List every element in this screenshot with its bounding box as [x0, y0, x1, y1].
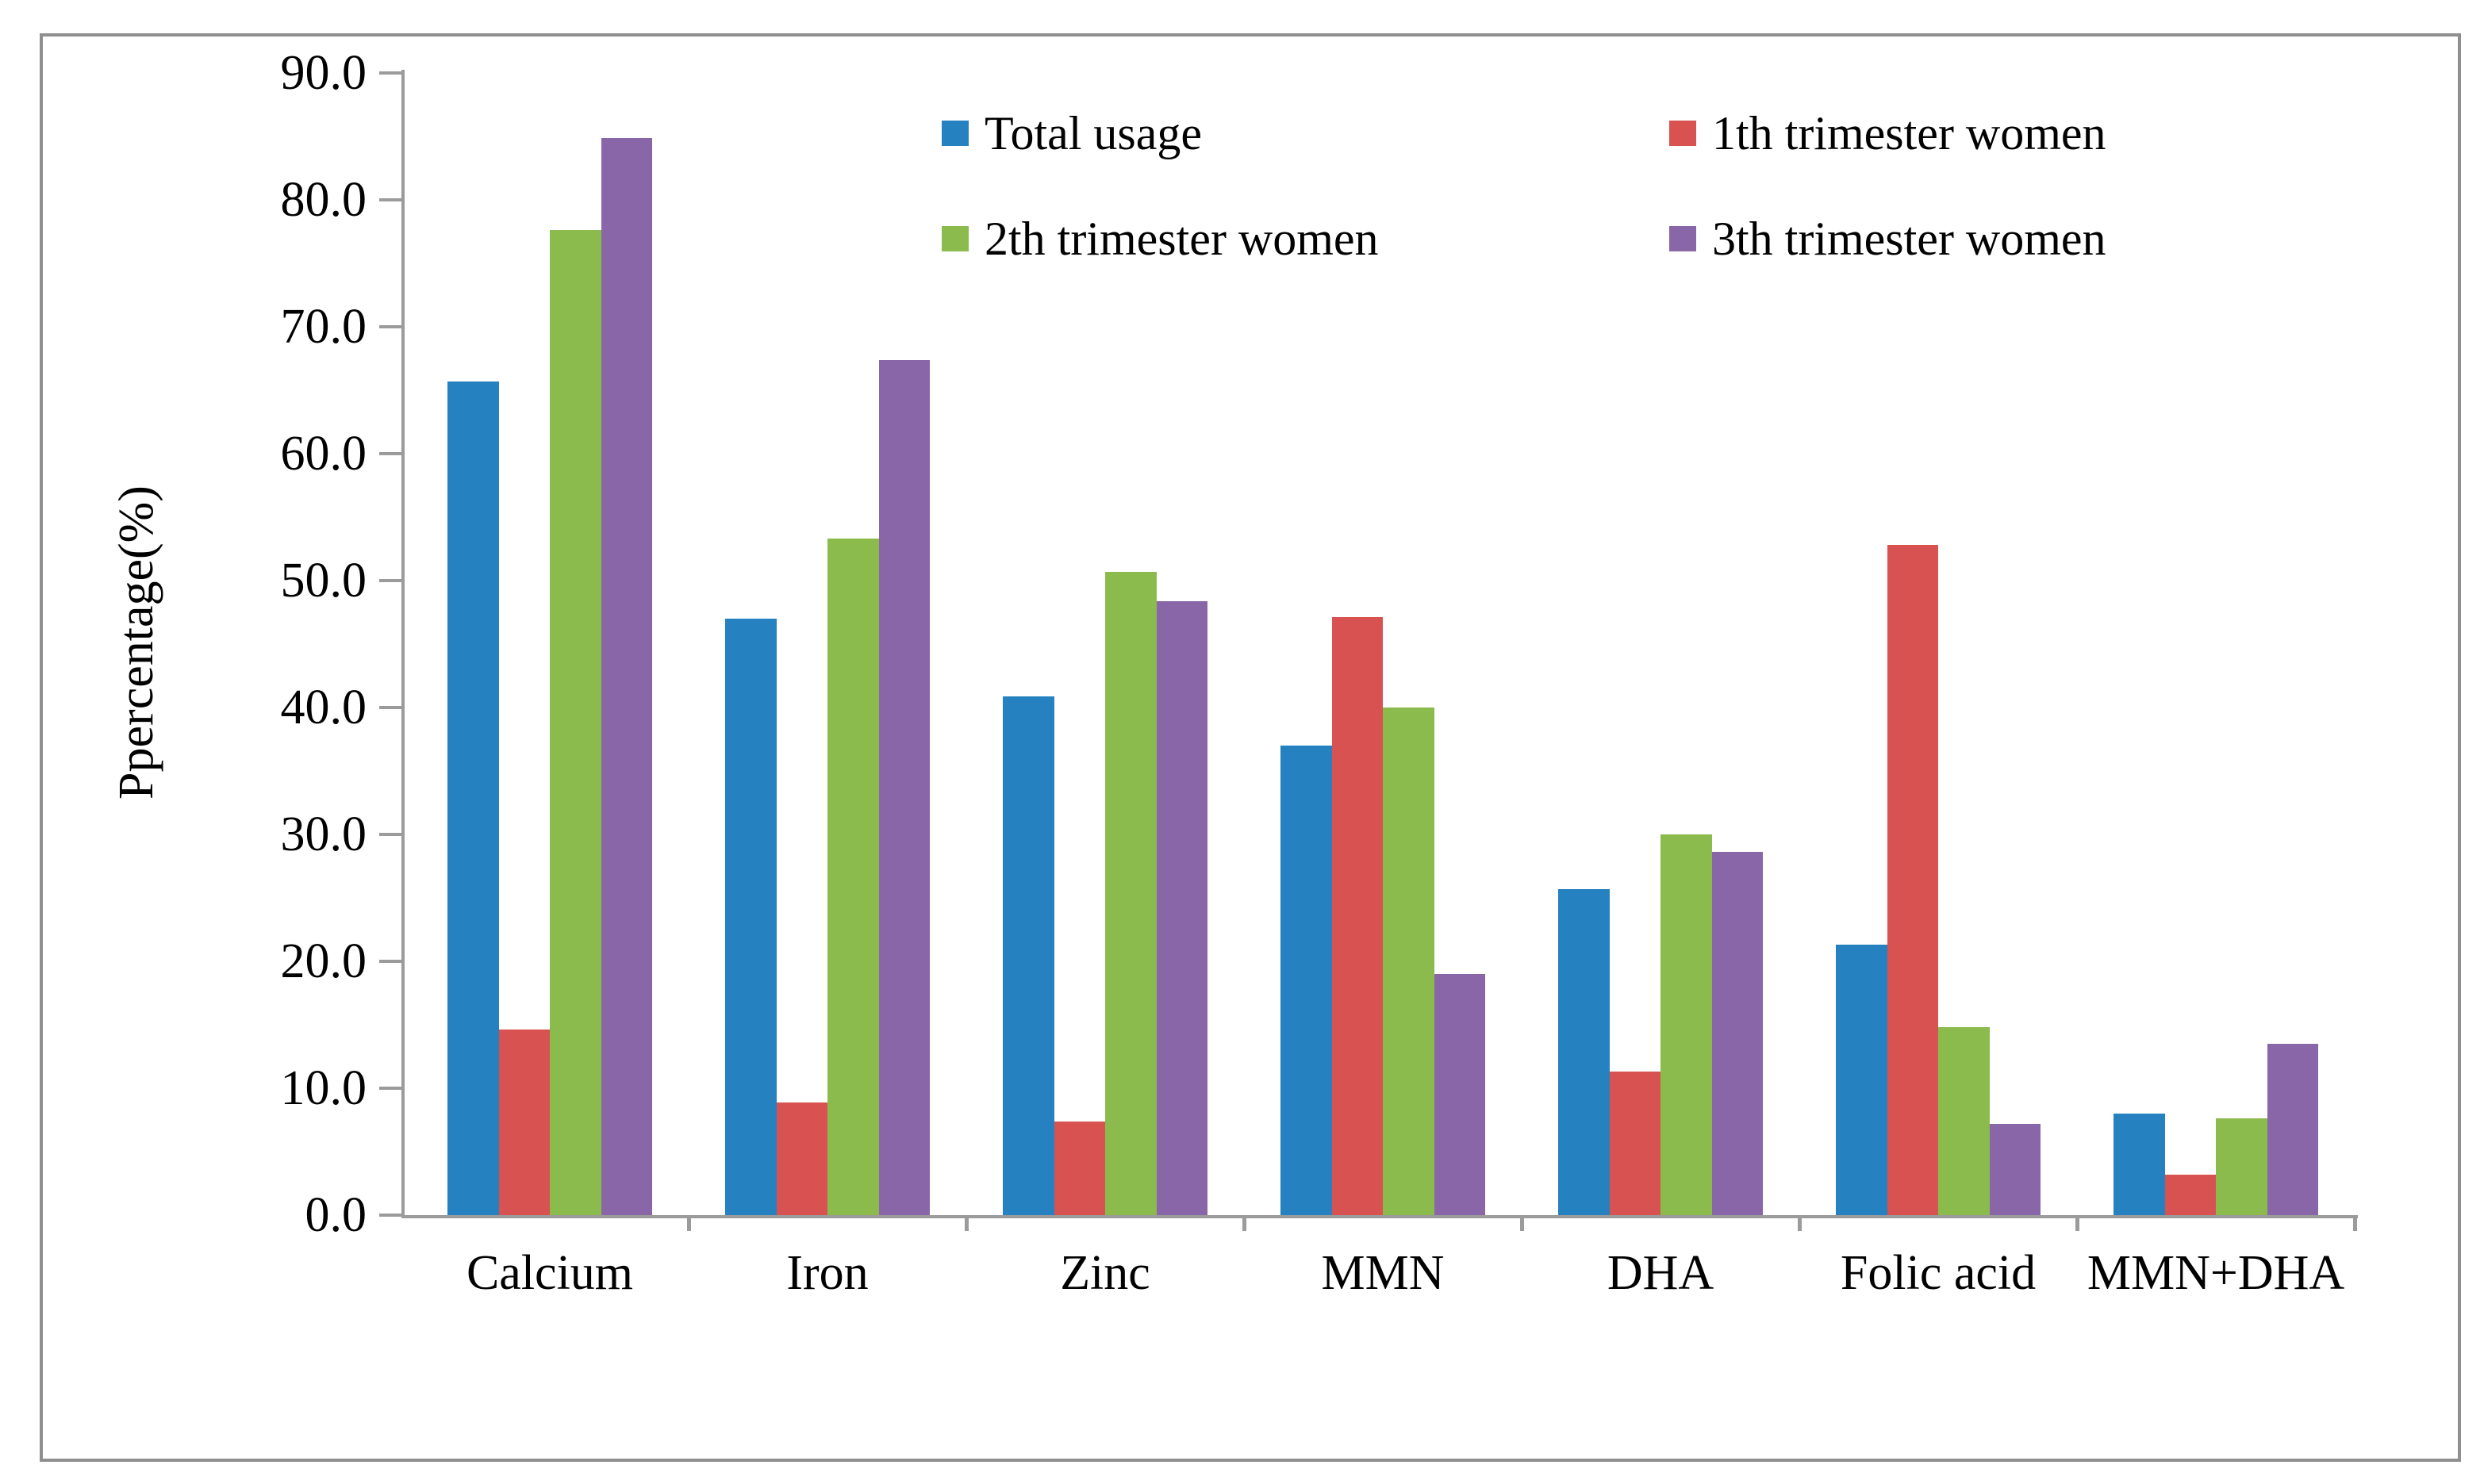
legend-swatch-icon — [1669, 121, 1696, 146]
bar-1th-trimester-women-folic-acid — [1887, 545, 1938, 1215]
y-tick-label: 70.0 — [280, 300, 367, 354]
y-tick-label: 40.0 — [280, 681, 367, 734]
bar-2th-trimester-women-zinc — [1105, 572, 1157, 1215]
legend-item: 1th trimester women — [1669, 102, 2106, 165]
y-tick-label: 10.0 — [280, 1061, 367, 1115]
y-axis-tick — [379, 325, 401, 328]
y-axis-title: Ppercentage(%) — [109, 485, 163, 800]
bar-2th-trimester-women-folic-acid — [1938, 1027, 1990, 1215]
bar-2th-trimester-women-dha — [1660, 834, 1712, 1215]
legend-item: 2th trimester women — [942, 207, 1379, 270]
x-category-label: Calcium — [466, 1246, 634, 1300]
y-tick-label: 80.0 — [280, 173, 367, 227]
y-tick-label: 0.0 — [305, 1188, 367, 1242]
y-tick-label: 90.0 — [280, 46, 367, 100]
bar-3th-trimester-women-mmn — [1434, 974, 1485, 1215]
x-category-label: MMN — [1321, 1246, 1445, 1300]
bar-total-usage-folic-acid — [1836, 945, 1887, 1215]
bar-3th-trimester-women-zinc — [1157, 601, 1207, 1215]
bar-1th-trimester-women-mmn+dha — [2165, 1175, 2216, 1215]
y-tick-label: 50.0 — [280, 554, 367, 608]
bar-1th-trimester-women-iron — [777, 1102, 827, 1215]
bar-total-usage-calcium — [447, 382, 499, 1215]
bar-2th-trimester-women-mmn — [1383, 707, 1434, 1215]
bar-3th-trimester-women-dha — [1712, 852, 1763, 1215]
y-axis-tick — [379, 960, 401, 963]
legend-swatch-icon — [942, 121, 969, 146]
legend-item: Total usage — [942, 102, 1202, 165]
bar-total-usage-mmn — [1280, 746, 1332, 1215]
x-axis-line — [401, 1215, 2358, 1218]
bar-total-usage-iron — [725, 619, 777, 1215]
y-axis-tick — [379, 706, 401, 709]
bar-2th-trimester-women-calcium — [550, 230, 601, 1215]
bar-3th-trimester-women-iron — [879, 360, 930, 1215]
y-axis-tick — [379, 833, 401, 836]
x-axis-tick — [1798, 1218, 1802, 1231]
y-tick-label: 30.0 — [280, 807, 367, 861]
chart-frame — [40, 33, 2461, 1462]
legend-label: 2th trimester women — [985, 212, 1379, 265]
x-axis-tick — [965, 1218, 969, 1231]
y-axis-tick — [379, 198, 401, 201]
legend-swatch-icon — [942, 226, 969, 251]
bar-1th-trimester-women-calcium — [499, 1030, 550, 1215]
bar-3th-trimester-women-mmn+dha — [2267, 1044, 2318, 1215]
y-axis-tick — [379, 1087, 401, 1090]
bar-3th-trimester-women-calcium — [601, 138, 652, 1215]
bar-1th-trimester-women-zinc — [1054, 1122, 1105, 1215]
x-category-label: Zinc — [1060, 1246, 1150, 1300]
y-axis-line — [401, 70, 405, 1218]
bar-1th-trimester-women-dha — [1610, 1072, 1660, 1215]
x-category-label: Iron — [786, 1246, 869, 1300]
y-axis-tick — [379, 1214, 401, 1217]
y-axis-tick — [379, 579, 401, 582]
x-axis-tick — [2353, 1218, 2357, 1231]
bar-1th-trimester-women-mmn — [1332, 617, 1383, 1215]
x-axis-tick — [1242, 1218, 1246, 1231]
y-tick-label: 60.0 — [280, 427, 367, 481]
x-category-label: MMN+DHA — [2087, 1246, 2345, 1300]
x-category-label: DHA — [1607, 1246, 1714, 1300]
legend-label: Total usage — [985, 106, 1203, 159]
bar-total-usage-mmn+dha — [2114, 1114, 2165, 1215]
x-axis-tick — [2075, 1218, 2079, 1231]
x-axis-tick — [687, 1218, 691, 1231]
y-axis-tick — [379, 452, 401, 455]
bar-total-usage-dha — [1558, 889, 1610, 1215]
legend-swatch-icon — [1669, 226, 1696, 251]
y-axis-tick — [379, 71, 401, 75]
x-category-label: Folic acid — [1840, 1246, 2037, 1300]
x-axis-tick — [1520, 1218, 1524, 1231]
legend-label: 1th trimester women — [1712, 106, 2106, 159]
legend-label: 3th trimester women — [1712, 212, 2106, 265]
bar-2th-trimester-women-iron — [827, 539, 879, 1215]
y-tick-label: 20.0 — [280, 934, 367, 988]
legend-item: 3th trimester women — [1669, 207, 2106, 270]
bar-2th-trimester-women-mmn+dha — [2216, 1118, 2267, 1215]
bar-total-usage-zinc — [1003, 696, 1054, 1215]
bar-3th-trimester-women-folic-acid — [1990, 1124, 2041, 1215]
